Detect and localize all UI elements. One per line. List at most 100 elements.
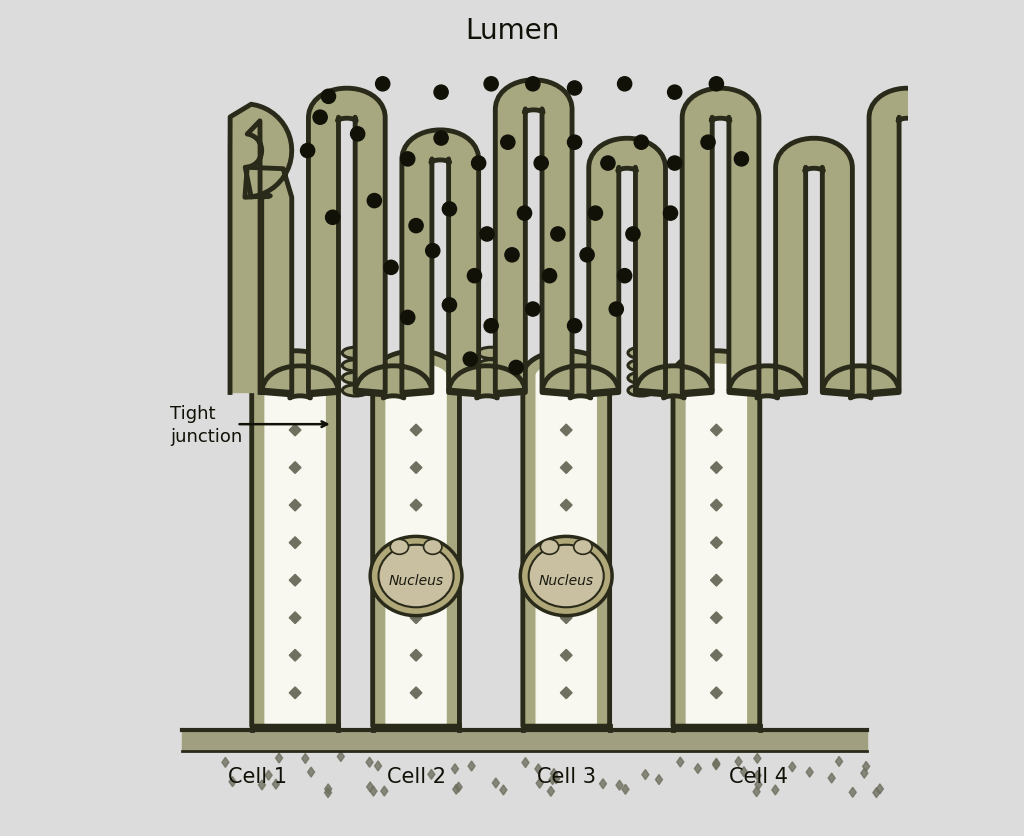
Circle shape [326, 211, 340, 225]
Polygon shape [677, 757, 684, 767]
Polygon shape [289, 425, 301, 436]
Circle shape [471, 157, 485, 171]
Ellipse shape [371, 537, 462, 616]
Polygon shape [694, 763, 701, 773]
Ellipse shape [520, 537, 612, 616]
Circle shape [434, 86, 449, 100]
Polygon shape [468, 761, 475, 771]
Circle shape [734, 153, 749, 167]
Polygon shape [411, 612, 422, 624]
Polygon shape [453, 784, 460, 794]
Polygon shape [740, 767, 748, 777]
Circle shape [525, 303, 540, 317]
Polygon shape [258, 780, 265, 790]
Circle shape [580, 248, 594, 263]
Polygon shape [862, 762, 869, 772]
Polygon shape [849, 788, 856, 798]
Circle shape [442, 202, 457, 217]
Polygon shape [411, 500, 422, 512]
Polygon shape [560, 574, 572, 586]
Polygon shape [877, 784, 884, 794]
Ellipse shape [478, 348, 505, 359]
Circle shape [400, 311, 415, 325]
Circle shape [567, 82, 582, 96]
Polygon shape [386, 364, 446, 726]
Text: junction: junction [170, 427, 243, 446]
Ellipse shape [628, 373, 654, 384]
Polygon shape [302, 753, 309, 763]
Polygon shape [861, 768, 867, 778]
Polygon shape [772, 785, 779, 795]
Text: Nucleus: Nucleus [388, 573, 443, 588]
Circle shape [368, 194, 382, 208]
Polygon shape [265, 770, 272, 780]
Polygon shape [265, 364, 326, 726]
Polygon shape [411, 538, 422, 548]
Circle shape [634, 136, 648, 150]
Ellipse shape [342, 385, 369, 396]
Polygon shape [713, 760, 720, 770]
Ellipse shape [424, 540, 442, 554]
Circle shape [400, 153, 415, 167]
Circle shape [509, 361, 523, 375]
Polygon shape [307, 767, 314, 777]
Circle shape [426, 244, 440, 258]
Circle shape [467, 269, 481, 283]
Polygon shape [836, 757, 843, 767]
Polygon shape [411, 650, 422, 661]
Circle shape [535, 157, 548, 171]
Polygon shape [229, 777, 237, 787]
Polygon shape [375, 761, 382, 771]
Polygon shape [272, 779, 280, 789]
Circle shape [480, 227, 494, 242]
Polygon shape [616, 780, 623, 790]
Ellipse shape [573, 540, 592, 554]
Polygon shape [373, 351, 460, 726]
Circle shape [664, 206, 678, 221]
Polygon shape [711, 574, 722, 586]
Polygon shape [367, 782, 374, 792]
Polygon shape [289, 574, 301, 586]
Circle shape [376, 78, 390, 92]
Ellipse shape [478, 373, 505, 384]
Polygon shape [289, 612, 301, 624]
Polygon shape [500, 785, 507, 795]
Polygon shape [381, 786, 388, 796]
Polygon shape [560, 612, 572, 624]
Circle shape [617, 78, 632, 92]
Polygon shape [828, 773, 836, 783]
Circle shape [626, 227, 640, 242]
Circle shape [501, 136, 515, 150]
Ellipse shape [390, 540, 409, 554]
Polygon shape [711, 538, 722, 548]
Circle shape [409, 219, 423, 233]
Text: Nucleus: Nucleus [539, 573, 594, 588]
Polygon shape [548, 787, 554, 797]
Circle shape [551, 227, 565, 242]
Polygon shape [549, 775, 556, 785]
Polygon shape [535, 764, 542, 774]
Polygon shape [753, 787, 760, 797]
Ellipse shape [541, 540, 559, 554]
Polygon shape [337, 752, 344, 762]
Circle shape [313, 111, 328, 125]
Polygon shape [560, 538, 572, 548]
Ellipse shape [528, 545, 604, 608]
Polygon shape [642, 770, 649, 780]
Polygon shape [370, 786, 377, 796]
Polygon shape [711, 650, 722, 661]
Polygon shape [222, 757, 229, 767]
Polygon shape [411, 462, 422, 474]
Ellipse shape [478, 360, 505, 371]
Polygon shape [230, 81, 1024, 399]
Polygon shape [599, 779, 606, 789]
Polygon shape [523, 351, 609, 726]
Polygon shape [711, 425, 722, 436]
Polygon shape [289, 538, 301, 548]
Ellipse shape [342, 360, 369, 371]
Circle shape [617, 269, 632, 283]
Polygon shape [553, 774, 560, 784]
Polygon shape [560, 462, 572, 474]
Polygon shape [673, 351, 760, 726]
Circle shape [609, 303, 624, 317]
